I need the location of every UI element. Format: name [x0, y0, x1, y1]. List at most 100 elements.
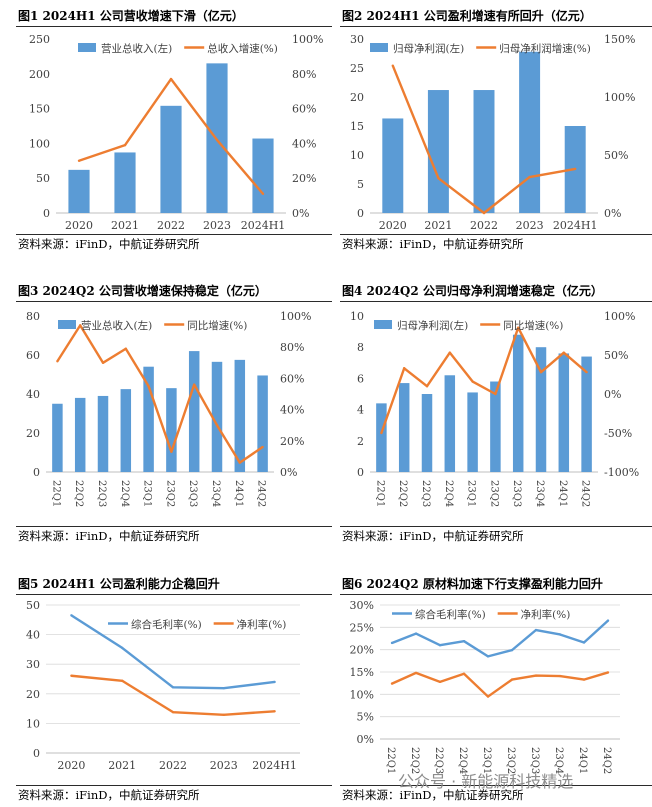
bar — [473, 90, 495, 213]
y-right-tick-label: 50% — [604, 149, 628, 162]
x-tick-label: 2020 — [379, 219, 407, 232]
x-tick-label: 24Q1 — [557, 480, 568, 507]
data-point — [438, 644, 442, 647]
y-left-tick-label: 60 — [26, 349, 40, 362]
data-point — [124, 347, 128, 350]
x-tick-label: 22Q1 — [385, 747, 396, 774]
data-point — [606, 671, 610, 674]
y-left-tick-label: 50 — [26, 599, 40, 612]
panel-title: 图6 2024Q2 原材料加速下行支撑盈利能力回升 — [340, 574, 652, 595]
y-left-tick-label: 30% — [350, 599, 374, 612]
data-point — [482, 211, 486, 215]
y-right-tick-label: 60% — [292, 103, 316, 116]
data-point — [558, 633, 562, 636]
bar — [234, 359, 246, 472]
series-line — [380, 326, 588, 434]
panel-2: 图2 2024H1 公司盈利增速有所回升（亿元） 0 5 10 15 20 25 30 0% 5… — [340, 6, 652, 256]
bar — [398, 383, 410, 472]
y-left-tick-label: 40 — [26, 388, 40, 401]
legend-label: 净利率(%) — [521, 608, 571, 621]
bar — [52, 403, 63, 472]
y-left-tick-label: 15% — [350, 666, 374, 679]
x-tick-label: 22Q4 — [457, 747, 468, 774]
x-tick-label: 23Q2 — [164, 480, 175, 507]
data-point — [79, 324, 82, 327]
y-left-tick-label: 25% — [350, 621, 374, 634]
data-point — [147, 385, 150, 388]
bar — [120, 389, 132, 472]
legend-label: 净利率(%) — [237, 618, 287, 631]
watermark: 公众号 · 新能源科技精选 — [398, 772, 574, 791]
x-tick-label: 24Q2 — [256, 480, 267, 507]
y-left-tick-label: 8 — [357, 341, 364, 354]
x-tick-label: 22Q2 — [409, 747, 420, 774]
bar — [97, 395, 109, 472]
data-point — [606, 619, 610, 622]
bar — [512, 334, 524, 472]
legend-label: 综合毛利率(%) — [131, 618, 202, 631]
data-point — [121, 679, 124, 682]
data-point — [534, 674, 538, 677]
bar — [558, 353, 570, 472]
data-point — [215, 424, 219, 427]
data-point — [539, 370, 543, 374]
panel-title: 图2 2024H1 公司盈利增速有所回升（亿元） — [340, 6, 652, 27]
x-tick-label: 2022 — [157, 219, 185, 232]
data-point — [171, 686, 175, 689]
data-point — [261, 192, 265, 196]
panel-title: 图5 2024H1 公司盈利能力企稳回升 — [16, 574, 332, 595]
y-left-tick-label: 2 — [357, 435, 364, 448]
y-left-tick-label: 200 — [29, 68, 50, 81]
x-tick-label: 22Q3 — [96, 480, 107, 507]
panel-4: 图4 2024Q2 公司归母净利润增速稳定（亿元） 0 2 4 6 8 10 -100% -5… — [340, 281, 652, 546]
data-point — [238, 461, 241, 464]
panel-source: 资料来源：iFinD，中航证券研究所 — [340, 526, 652, 544]
x-tick-label: 2021 — [111, 219, 139, 232]
x-tick-label: 23Q2 — [488, 480, 499, 507]
panel-1: 图1 2024H1 公司营收增速下滑（亿元） 0 50 100 150 200 250 0%… — [16, 6, 332, 256]
x-tick-label: 24Q2 — [580, 480, 591, 507]
y-left-tick-label: 0 — [33, 747, 40, 760]
chart-4: 0 2 4 6 8 10 -100% -50% 0% 50% 100% 22Q1 22Q2 22Q3 22Q… — [350, 310, 639, 507]
y-right-tick-label: 100% — [280, 310, 311, 323]
x-tick-label: 23Q4 — [210, 480, 221, 507]
y-left-tick-label: 150 — [29, 103, 50, 116]
x-tick-label: 2022 — [470, 219, 498, 232]
x-tick-label: 22Q4 — [443, 480, 454, 507]
chart-5: 0 10 20 30 40 50 2020 2021 2022 2023 2024H1 综合毛利率(%… — [26, 599, 300, 772]
x-tick-label: 23Q4 — [534, 480, 545, 507]
y-right-tick-label: -50% — [604, 427, 632, 440]
data-point — [222, 713, 225, 717]
y-left-tick-label: 80 — [26, 310, 40, 323]
panel-source: 资料来源：iFinD，中航证券研究所 — [16, 785, 332, 803]
data-point — [391, 64, 394, 67]
y-right-tick-label: 0% — [280, 466, 297, 479]
bar — [421, 394, 433, 472]
data-point — [215, 138, 219, 142]
data-point — [70, 674, 73, 677]
x-tick-label: 24Q1 — [577, 747, 588, 774]
y-right-tick-label: 50% — [604, 349, 628, 362]
x-tick-label: 23Q1 — [466, 480, 477, 507]
legend-label: 同比增速(%) — [187, 319, 247, 332]
chart-6: 0% 5% 10% 15% 20% 25% 30% 22Q1 22Q2 22Q3 22Q4 23Q1 2… — [350, 599, 620, 774]
legend-label: 同比增速(%) — [503, 319, 563, 332]
y-right-tick-label: 60% — [280, 372, 304, 385]
data-point — [558, 674, 562, 678]
bar — [382, 118, 404, 213]
legend-swatch — [370, 43, 388, 52]
y-left-tick-label: 0 — [357, 466, 364, 479]
bar — [257, 375, 268, 472]
x-tick-label: 22Q2 — [73, 480, 84, 507]
bar — [211, 361, 223, 472]
bar — [166, 388, 177, 472]
series-line — [71, 674, 275, 717]
legend-label: 归母净利润(左) — [397, 319, 468, 332]
panel-3: 图3 2024Q2 公司营收增速保持稳定（亿元） 0 20 40 60 80 0% 20% 4… — [16, 281, 332, 546]
bar — [114, 152, 136, 213]
x-tick-label: 22Q1 — [50, 480, 61, 507]
x-tick-label: 2021 — [108, 759, 136, 772]
x-tick-label: 23Q1 — [142, 480, 153, 507]
x-tick-label: 22Q2 — [397, 480, 408, 507]
data-point — [390, 641, 394, 645]
